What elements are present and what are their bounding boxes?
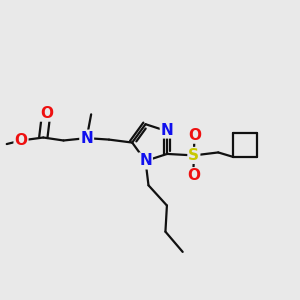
Text: O: O [188,128,201,143]
Text: O: O [14,133,28,148]
Text: O: O [40,106,53,121]
Text: S: S [188,148,200,163]
Text: N: N [139,153,152,168]
Text: N: N [80,130,93,146]
Text: O: O [187,168,200,183]
Text: N: N [161,122,173,137]
